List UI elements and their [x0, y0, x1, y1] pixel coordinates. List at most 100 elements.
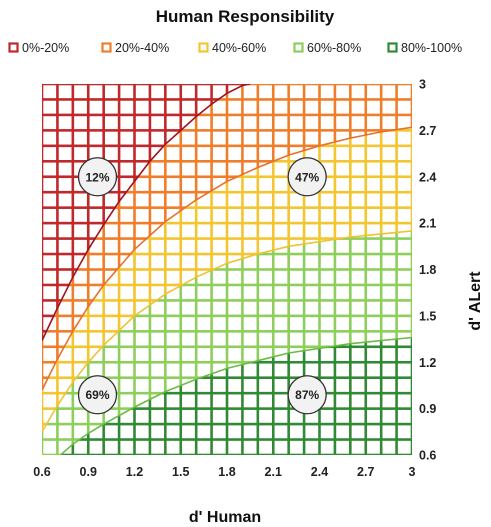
grid-cell: [58, 100, 72, 114]
region-labels: 12% 47% 69% 87%: [77, 157, 327, 415]
grid-cell: [305, 317, 319, 331]
grid-cell: [397, 425, 411, 439]
grid-cell: [104, 193, 118, 207]
y-tick-label: 2.4: [419, 170, 436, 184]
boundary-curve: [42, 84, 251, 341]
grid-cell: [182, 363, 195, 377]
grid-cell: [289, 270, 303, 284]
grid-cell: [397, 147, 411, 160]
grid-cell: [305, 116, 319, 130]
grid-cell: [135, 317, 149, 331]
grid-cell: [289, 85, 303, 99]
y-tick-label: 0.6: [419, 449, 436, 463]
grid-cell: [336, 379, 350, 392]
grid-cell: [397, 363, 411, 377]
grid-cell: [212, 363, 226, 377]
grid-cell: [367, 379, 380, 392]
grid-cell: [74, 239, 87, 253]
grid-cell: [336, 85, 350, 99]
grid-cell: [120, 100, 134, 114]
grid-cell: [89, 131, 103, 145]
grid-cell: [243, 332, 257, 346]
grid-cell: [197, 286, 211, 300]
grid-cell: [274, 286, 288, 300]
grid-cell: [197, 348, 211, 361]
grid-cell: [43, 379, 57, 392]
regions: [42, 84, 412, 455]
grid-cell: [89, 85, 103, 99]
grid-cell: [212, 379, 226, 392]
grid-cell: [336, 363, 350, 377]
grid-cell: [58, 178, 72, 191]
legend-item: 0%-20%: [8, 41, 69, 55]
grid-cell: [89, 286, 103, 300]
grid-cell: [228, 208, 242, 222]
grid-cell: [151, 239, 165, 253]
grid-cell: [74, 348, 87, 361]
grid-cell: [43, 348, 57, 361]
grid-cell: [243, 239, 257, 253]
grid-cell: [197, 332, 211, 346]
grid-cell: [274, 178, 288, 191]
grid-cell: [274, 270, 288, 284]
grid-cell: [336, 332, 350, 346]
grid-cell: [351, 317, 365, 331]
grid-cell: [320, 116, 334, 130]
grid-cell: [351, 425, 365, 439]
grid-cell: [120, 286, 134, 300]
grid-cell: [104, 116, 118, 130]
grid-cell: [289, 116, 303, 130]
grid-cell: [120, 301, 134, 315]
grid-cell: [58, 193, 72, 207]
grid-cell: [58, 208, 72, 222]
grid-cell: [320, 425, 334, 439]
grid-cell: [259, 224, 272, 238]
grid-cell: [367, 178, 380, 191]
grid-cell: [336, 255, 350, 269]
grid-cell: [382, 116, 396, 130]
grid-cell: [212, 348, 226, 361]
grid-cell: [305, 270, 319, 284]
grid-cell: [289, 193, 303, 207]
grid-cell: [397, 270, 411, 284]
y-tick-label: 1.5: [419, 309, 436, 323]
grid-cell: [397, 208, 411, 222]
grid-cell: [58, 301, 72, 315]
chart-title: Human Responsibility: [156, 7, 335, 26]
grid-cell: [382, 363, 396, 377]
grid-cell: [135, 379, 149, 392]
grid-cell: [135, 286, 149, 300]
grid-cell: [120, 270, 134, 284]
grid-cell: [166, 332, 180, 346]
grid-cell: [182, 286, 195, 300]
grid-cell: [166, 162, 180, 176]
grid-cell: [182, 85, 195, 99]
region-label: 87%: [295, 388, 319, 402]
grid-cell: [397, 286, 411, 300]
grid-cell: [151, 178, 165, 191]
grid-cell: [197, 363, 211, 377]
grid-cell: [382, 100, 396, 114]
grid-cell: [212, 394, 226, 408]
grid-cell: [182, 440, 195, 454]
grid-cell: [74, 208, 87, 222]
grid-cell: [43, 286, 57, 300]
grid-cell: [397, 193, 411, 207]
grid-cell: [166, 193, 180, 207]
grid-cell: [351, 208, 365, 222]
grid-cell: [89, 116, 103, 130]
legend-label: 60%-80%: [307, 41, 361, 55]
grid-cell: [166, 409, 180, 423]
grid-cell: [274, 85, 288, 99]
grid-cell: [120, 116, 134, 130]
grid-cell: [243, 440, 257, 454]
grid-cell: [58, 224, 72, 238]
grid-cell: [135, 116, 149, 130]
legend-item: 60%-80%: [293, 41, 361, 55]
grid-cell: [289, 409, 303, 423]
grid-cell: [259, 178, 272, 191]
grid-cell: [104, 147, 118, 160]
grid-cell: [320, 224, 334, 238]
grid-cell: [351, 224, 365, 238]
x-tick-label: 1.8: [218, 465, 235, 479]
